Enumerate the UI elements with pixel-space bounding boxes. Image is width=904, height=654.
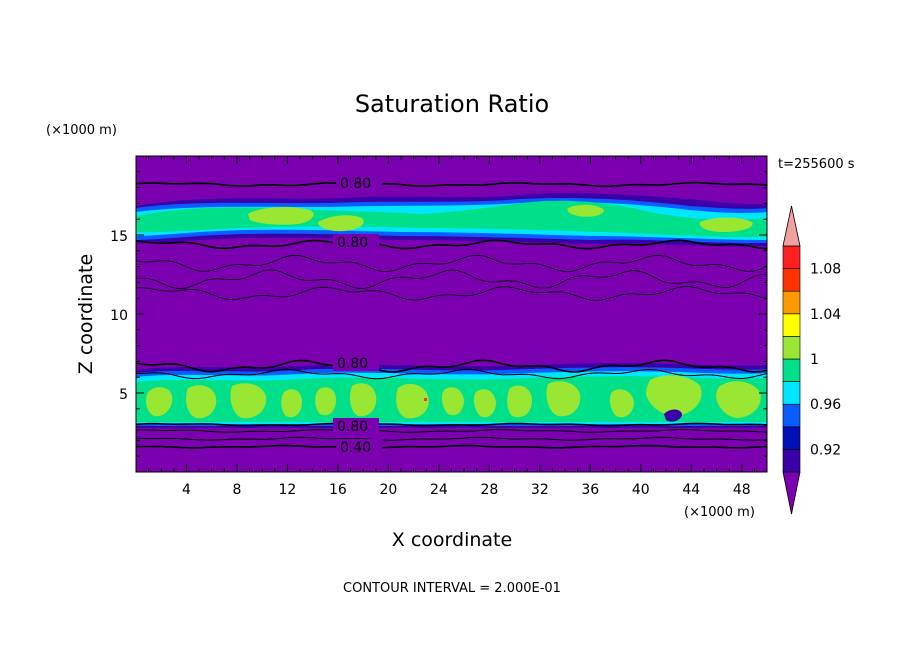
lime-patch	[146, 387, 173, 417]
lower-band-lime-patches	[146, 375, 761, 419]
colorbar-segment	[782, 313, 801, 337]
contour-line	[136, 368, 767, 380]
colorbar-segment	[782, 336, 801, 360]
lime-patch	[315, 387, 336, 416]
contour-label: 0.40	[340, 440, 371, 456]
contour-label: 0.80	[337, 419, 368, 435]
lime-patch	[546, 381, 581, 417]
lime-patch	[350, 383, 377, 417]
y-unit-label: (×1000 m)	[46, 123, 117, 138]
contour-label: 0.80	[337, 356, 368, 372]
contour-line	[136, 422, 767, 427]
y-tick-label: 5	[119, 387, 128, 403]
x-unit-label: (×1000 m)	[684, 505, 755, 520]
lime-patch	[396, 383, 429, 419]
lime-patch	[230, 383, 267, 419]
time-label: t=255600 s	[778, 157, 855, 172]
colorbar-segment	[782, 358, 801, 382]
upper-band-lime-3	[567, 204, 604, 217]
contour-line	[136, 239, 767, 250]
x-tick-label: 24	[430, 482, 448, 498]
x-axis: 4 8 12 16 20 24 28 32 36 40 44 48	[148, 156, 755, 498]
colorbar: 0.92 0.96 1 1.04 1.08	[782, 205, 841, 515]
contour-lines	[136, 181, 767, 449]
x-tick-label: 36	[581, 482, 599, 498]
lime-patch	[716, 381, 761, 418]
contour-line	[136, 285, 767, 301]
contour-line	[136, 269, 767, 290]
y-tick-label: 10	[110, 308, 128, 324]
x-tick-label: 20	[379, 482, 397, 498]
x-tick-label: 4	[182, 482, 191, 498]
contour-line	[136, 428, 767, 433]
upper-band-lime-2	[318, 215, 364, 232]
x-axis-label: X coordinate	[392, 529, 512, 551]
colorbar-extension-low	[782, 471, 801, 515]
x-tick-label: 48	[733, 482, 751, 498]
contour-label: 0.80	[340, 176, 371, 192]
y-tick-label: 15	[110, 229, 128, 245]
plot-area	[136, 156, 767, 472]
colorbar-tick-label: 0.96	[810, 397, 841, 413]
contour-line	[136, 436, 767, 441]
contour-interval-note: CONTOUR INTERVAL = 2.000E-01	[343, 581, 561, 596]
colorbar-tick-label: 1	[810, 352, 819, 368]
y-axis-label: Z coordinate	[75, 254, 97, 374]
colorbar-tick-label: 1.04	[810, 307, 841, 323]
lime-patch	[441, 387, 464, 416]
upper-band-lime-4	[699, 217, 753, 232]
lime-patch	[609, 389, 634, 418]
colorbar-tick-label: 0.92	[810, 442, 841, 458]
lower-band-red-spot	[424, 398, 427, 401]
colorbar-segment	[782, 426, 801, 450]
colorbar-segment	[782, 449, 801, 473]
contour-line	[136, 359, 767, 373]
colorbar-tick-label: 1.08	[810, 262, 841, 278]
chart-title: Saturation Ratio	[355, 90, 549, 118]
colorbar-segment	[782, 403, 801, 428]
contour-label: 0.80	[337, 235, 368, 251]
x-tick-label: 8	[232, 482, 241, 498]
upper-cloud-band	[136, 193, 767, 247]
x-tick-label: 16	[329, 482, 347, 498]
y-axis: 5 10 15	[110, 171, 767, 457]
x-tick-label: 44	[682, 482, 700, 498]
colorbar-segment	[782, 290, 801, 315]
lime-patch	[473, 389, 496, 418]
x-tick-label: 32	[531, 482, 549, 498]
lime-patch	[186, 385, 217, 419]
x-tick-label: 40	[632, 482, 650, 498]
contour-line	[136, 254, 767, 273]
lime-patch	[281, 389, 302, 418]
contour-labels: 0.80 0.80 0.80 0.80 0.40	[333, 175, 382, 456]
lime-patch	[646, 375, 702, 416]
x-tick-label: 12	[279, 482, 297, 498]
lower-band-dark-spot	[664, 409, 682, 422]
x-tick-label: 28	[480, 482, 498, 498]
colorbar-segment	[782, 268, 801, 292]
upper-band-lime-1	[248, 206, 314, 225]
lime-patch	[507, 385, 532, 418]
lower-cloud-band	[136, 363, 767, 428]
colorbar-segment	[782, 245, 801, 269]
contour-line	[136, 181, 767, 188]
colorbar-segment	[782, 381, 801, 405]
contour-line	[136, 444, 767, 449]
colorbar-extension-high	[782, 205, 801, 247]
